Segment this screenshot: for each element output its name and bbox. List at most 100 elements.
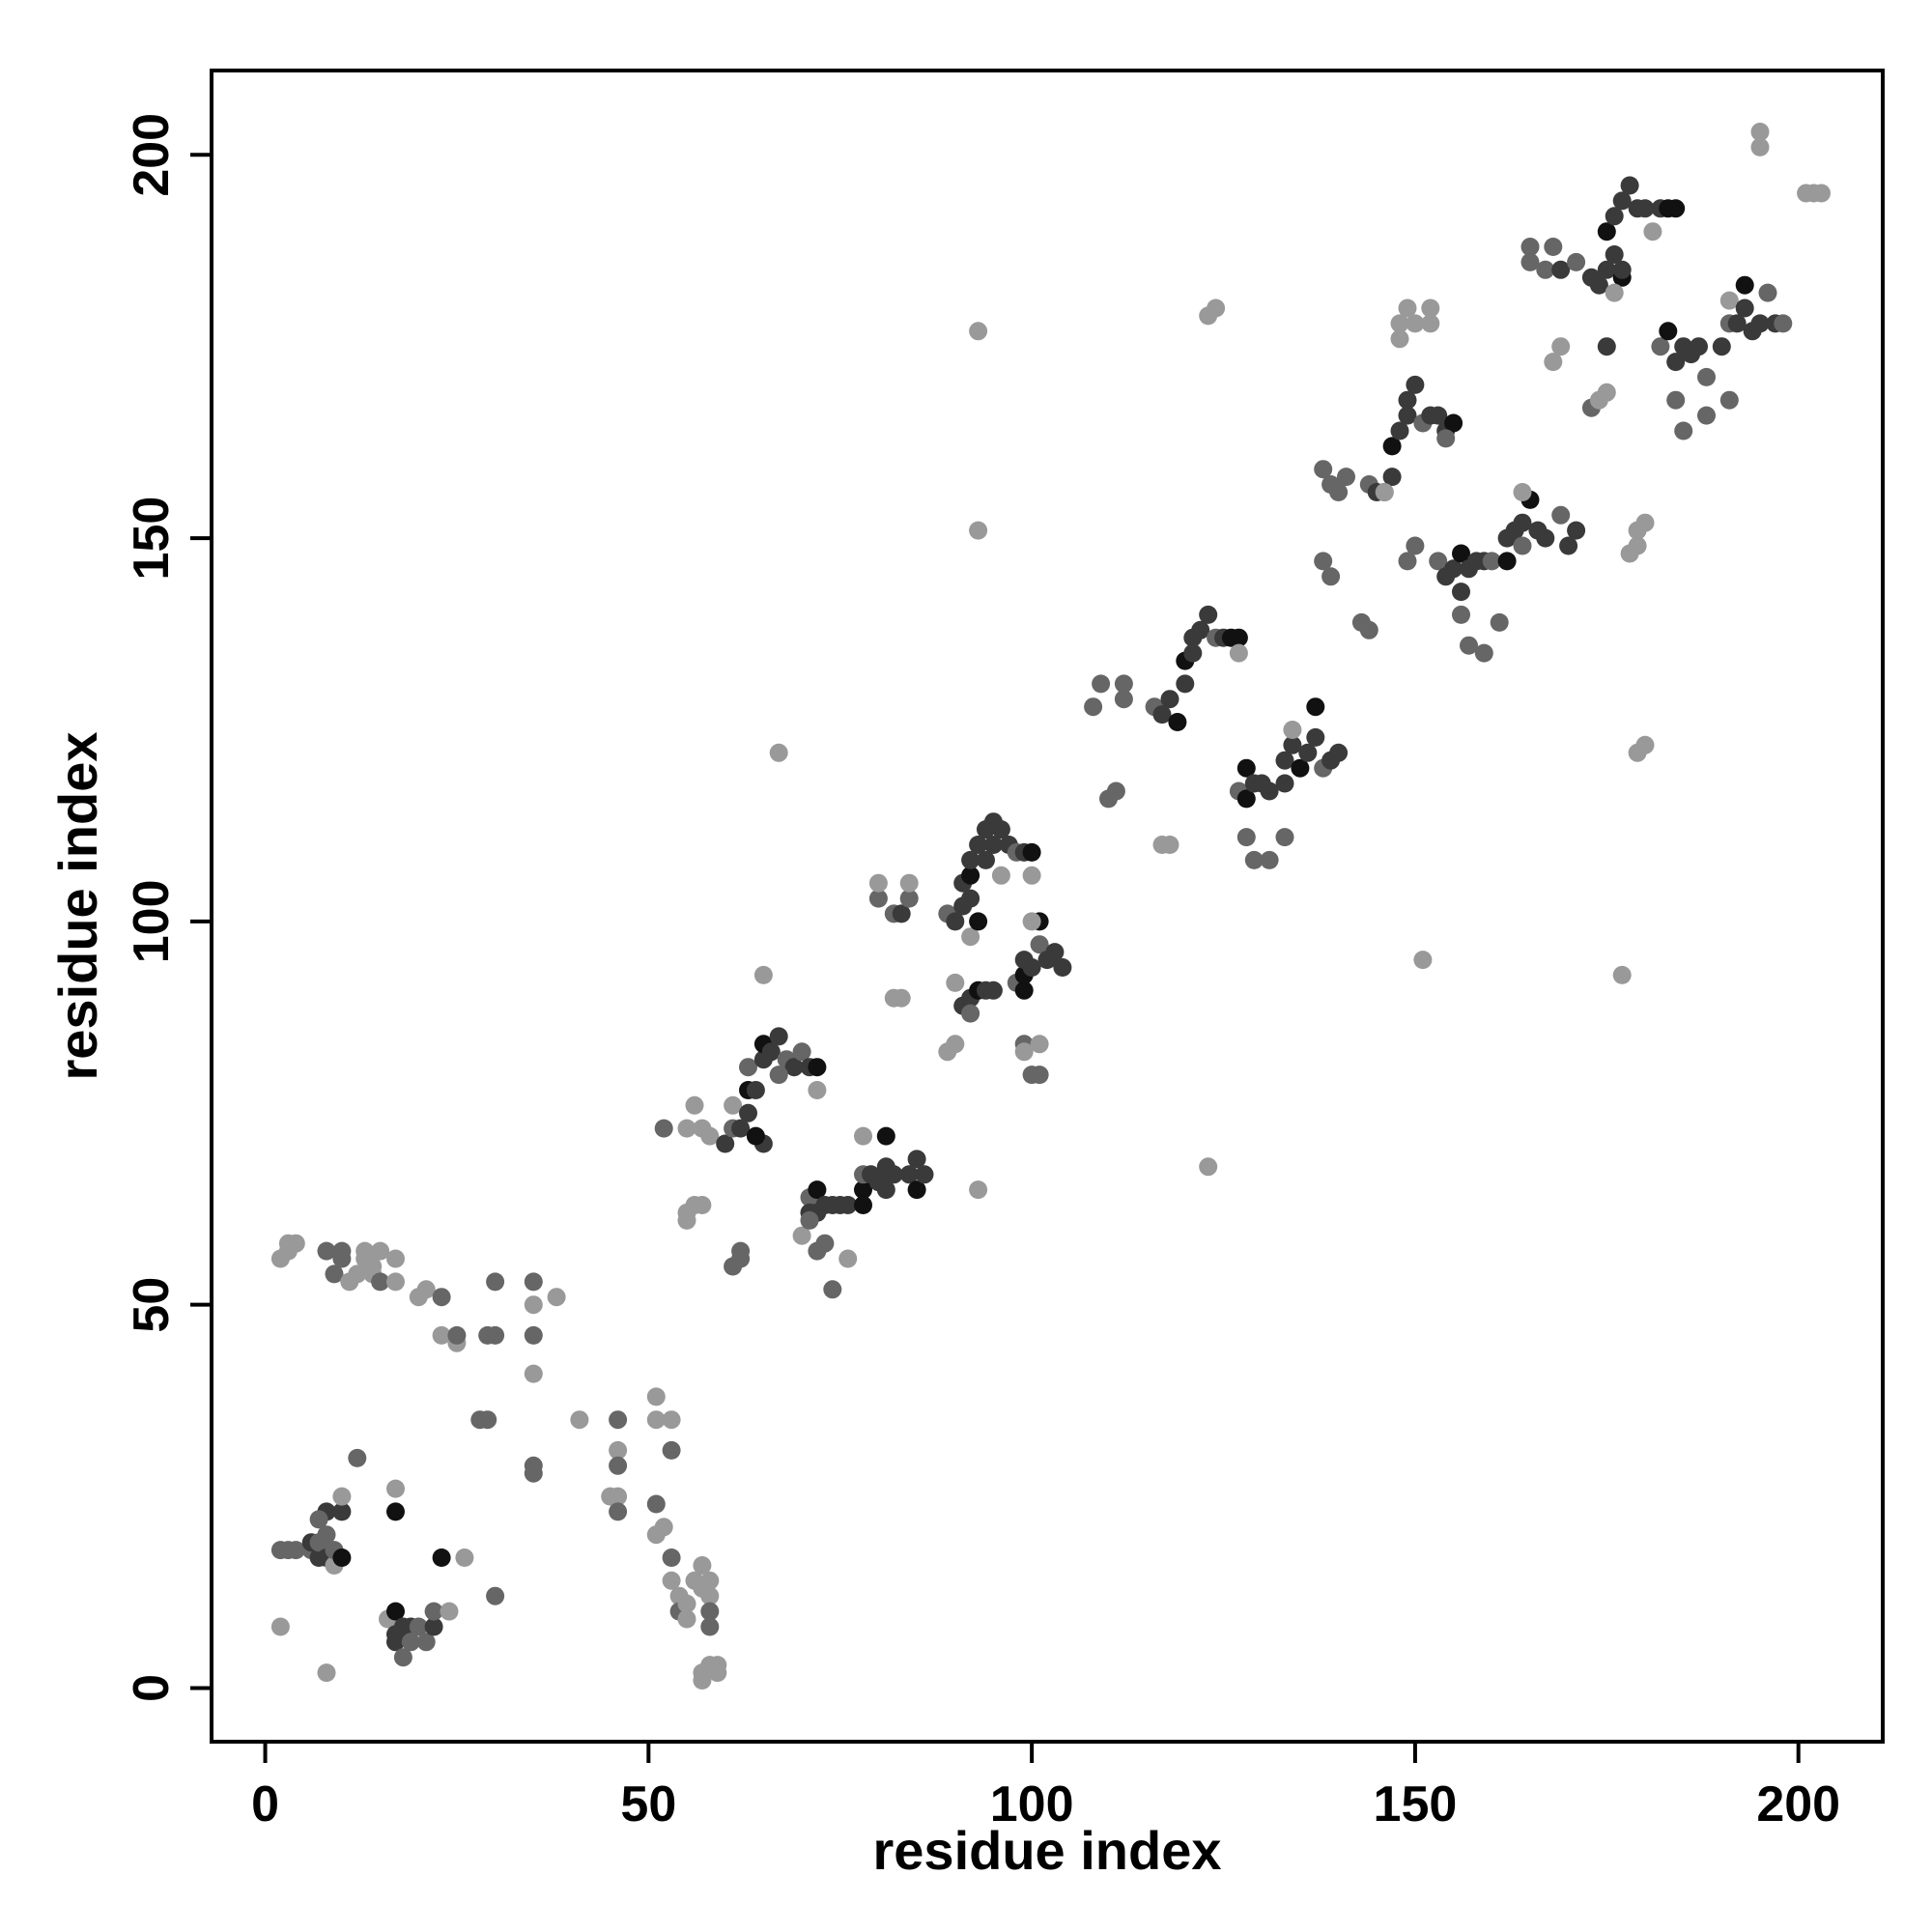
data-point [1114, 674, 1133, 694]
data-point [447, 1325, 467, 1345]
data-point [1406, 536, 1425, 555]
data-point [731, 1241, 751, 1261]
data-point [868, 873, 888, 893]
data-point [570, 1410, 589, 1430]
data-point [1406, 314, 1425, 333]
data-point [1291, 758, 1310, 778]
data-point [1559, 536, 1578, 555]
data-point [876, 1126, 895, 1146]
data-point [685, 1095, 704, 1115]
data-point [739, 1058, 757, 1077]
data-point [1229, 643, 1248, 663]
data-point [1666, 199, 1686, 218]
data-point [677, 1119, 696, 1138]
data-point [1390, 329, 1409, 349]
data-point [270, 1617, 290, 1636]
data-point [662, 1548, 681, 1567]
data-point [969, 836, 988, 854]
data-point [1727, 314, 1747, 333]
y-tick-label: 0 [124, 1674, 180, 1702]
data-point [1597, 222, 1616, 242]
data-point [1674, 421, 1693, 440]
data-point [1390, 421, 1409, 440]
data-point [1635, 735, 1655, 754]
data-point [769, 743, 788, 762]
data-point [286, 1541, 305, 1560]
data-point [746, 1126, 765, 1146]
data-point [1030, 935, 1049, 954]
data-point [884, 1165, 903, 1184]
data-point [946, 973, 965, 992]
data-point [1030, 1035, 1049, 1054]
data-point [1199, 605, 1218, 624]
data-point [731, 1119, 751, 1138]
data-point [1513, 513, 1532, 532]
data-point [654, 1119, 673, 1138]
data-point [769, 1065, 788, 1085]
data-point [1812, 184, 1831, 203]
x-tick-label: 50 [620, 1776, 676, 1833]
data-point [1429, 406, 1448, 425]
data-point [317, 1525, 336, 1545]
data-point [961, 927, 980, 947]
data-point [1382, 468, 1402, 487]
data-point [1758, 283, 1777, 302]
data-point [1014, 980, 1034, 1000]
data-point [524, 1325, 543, 1345]
data-point [1597, 383, 1616, 402]
data-point [1421, 298, 1440, 318]
data-point [1053, 958, 1072, 977]
data-point [899, 1165, 919, 1184]
data-point [1482, 552, 1501, 571]
data-point [1597, 337, 1616, 356]
data-point [317, 1663, 336, 1683]
data-point [1620, 176, 1639, 195]
data-point [646, 1387, 666, 1406]
data-point [1413, 951, 1433, 970]
data-point [1452, 582, 1470, 602]
data-point [348, 1448, 367, 1467]
data-point [792, 1226, 811, 1245]
data-point [1635, 199, 1655, 218]
x-tick-label: 100 [990, 1776, 1074, 1833]
data-point [1321, 567, 1341, 586]
data-point [1306, 727, 1325, 747]
data-point [991, 820, 1010, 839]
data-point [646, 1410, 666, 1430]
data-point [1536, 260, 1555, 279]
data-point [332, 1502, 352, 1521]
data-point [899, 889, 919, 908]
data-point [386, 1502, 405, 1521]
data-point [662, 1410, 681, 1430]
data-point [961, 866, 980, 885]
data-point [1283, 735, 1302, 754]
data-point [371, 1272, 390, 1292]
plot-frame [210, 69, 1885, 1744]
data-point [1697, 367, 1716, 386]
data-point [746, 1081, 765, 1099]
data-point [838, 1249, 858, 1268]
data-point [693, 1671, 712, 1690]
data-point [424, 1602, 443, 1621]
data-point [907, 1150, 926, 1169]
data-point [792, 1042, 811, 1062]
data-point [1244, 850, 1264, 869]
data-point [432, 1548, 451, 1567]
data-point [1236, 828, 1256, 847]
data-point [486, 1586, 505, 1605]
y-tick-label: 200 [124, 113, 180, 197]
data-point [1735, 275, 1754, 295]
data-point [1444, 559, 1463, 579]
data-point [1084, 697, 1103, 717]
data-point [1183, 643, 1203, 663]
data-point [1106, 781, 1125, 801]
data-point [1421, 314, 1440, 333]
data-point [899, 873, 919, 893]
data-point [1014, 1042, 1034, 1062]
data-point [761, 1042, 781, 1062]
data-point [961, 889, 980, 908]
data-point [1635, 513, 1655, 532]
data-point [1612, 965, 1632, 984]
data-point [1168, 713, 1187, 731]
data-point [1452, 605, 1470, 624]
